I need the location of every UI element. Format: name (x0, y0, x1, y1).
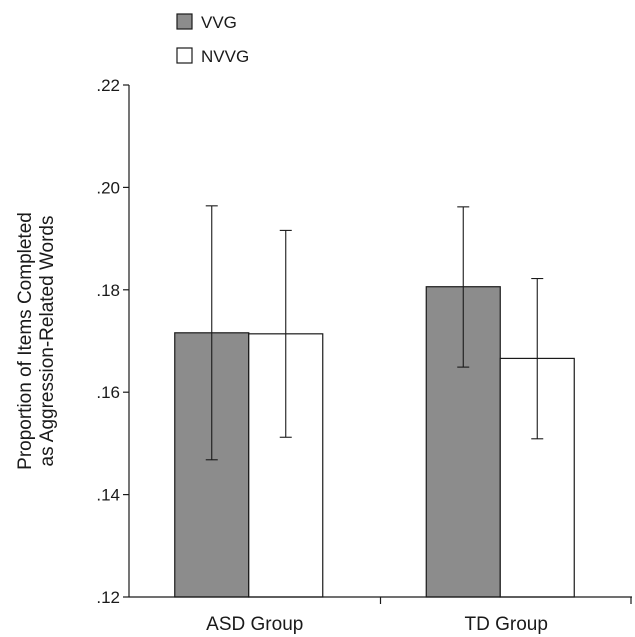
y-tick-label: .16 (96, 383, 120, 402)
y-tick-label: .20 (96, 178, 120, 197)
x-category-label: ASD Group (206, 614, 303, 635)
legend-label-vvg: VVG (201, 13, 237, 32)
y-axis-title-line: Proportion of Items Completed (15, 212, 36, 470)
y-tick-label: .14 (96, 486, 120, 505)
y-tick-label: .12 (96, 588, 120, 607)
y-axis-title: Proportion of Items Completedas Aggressi… (15, 212, 58, 470)
x-axis: ASD Group TD Group (129, 596, 632, 635)
legend-label-nvvg: NVVG (201, 47, 249, 66)
y-axis-title-line: as Aggression-Related Words (37, 216, 58, 467)
y-axis-title-text: Proportion of Items Completedas Aggressi… (15, 212, 58, 470)
error-bars (205, 205, 544, 461)
x-category-label: TD Group (465, 614, 548, 635)
y-axis: .12 .14 .16 .18 .20 .22 (96, 76, 130, 607)
y-tick-label: .22 (96, 76, 120, 95)
bars (174, 286, 575, 598)
legend: VVG NVVG (176, 13, 249, 66)
legend-swatch-vvg (176, 13, 193, 30)
y-tick-label: .18 (96, 281, 120, 300)
legend-swatch-nvvg (176, 47, 193, 64)
